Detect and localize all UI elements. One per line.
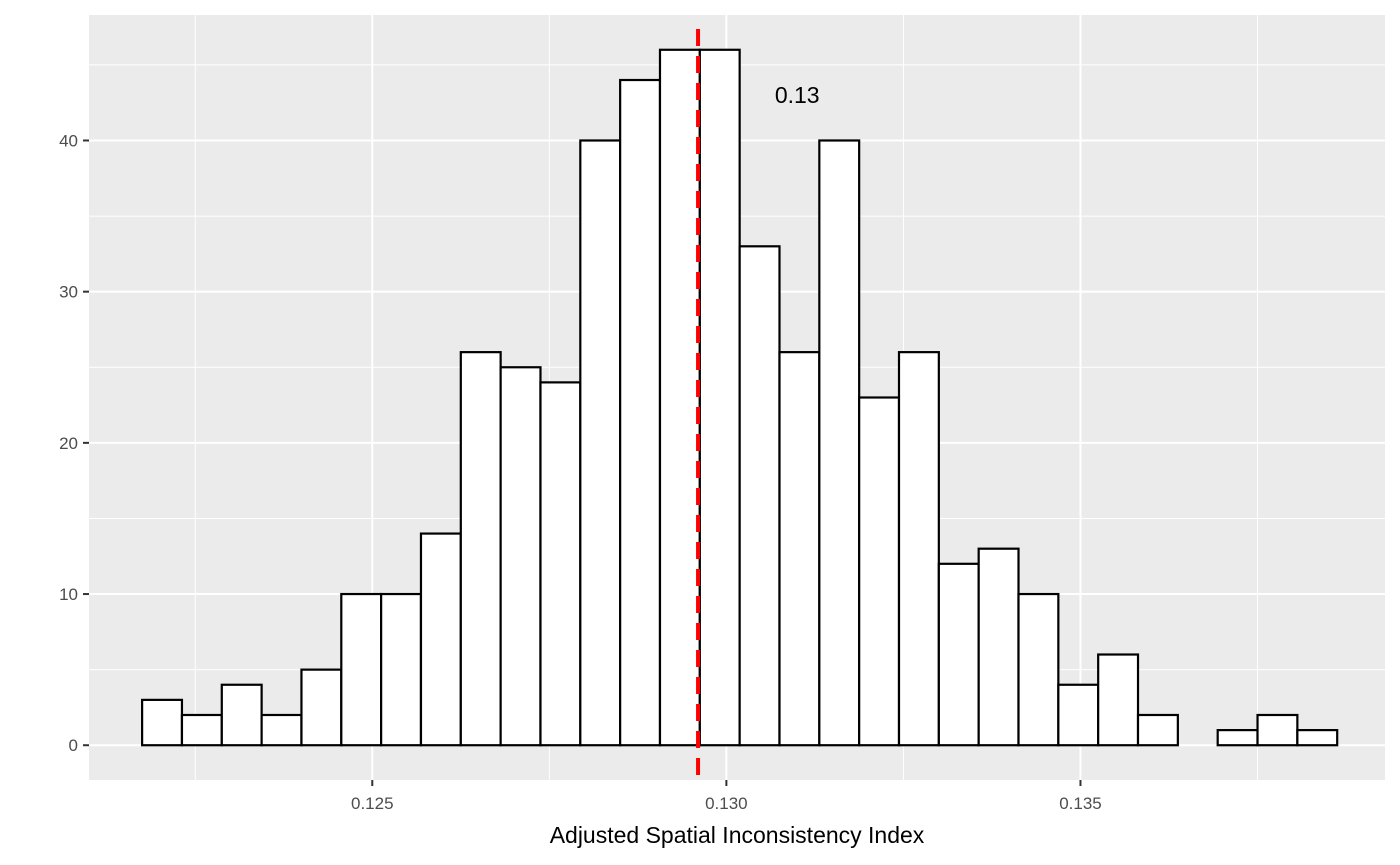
histogram-bar — [1057, 683, 1100, 747]
x-tick-label: 0.130 — [705, 794, 748, 813]
histogram-bar — [1017, 592, 1060, 747]
histogram-bar — [220, 683, 263, 747]
reference-value-label: 0.13 — [775, 82, 820, 108]
histogram-bar — [1256, 713, 1299, 747]
histogram-bar — [141, 698, 184, 747]
histogram-bar — [459, 351, 502, 747]
histogram-bar — [260, 713, 303, 747]
histogram-bar — [778, 351, 821, 747]
histogram-bar — [619, 78, 662, 747]
histogram-bar — [1097, 653, 1140, 747]
histogram-bar — [818, 139, 861, 747]
histogram-bar — [658, 48, 701, 747]
x-tick-label: 0.125 — [351, 794, 394, 813]
y-tick-label: 10 — [59, 585, 78, 604]
histogram-bar — [858, 396, 901, 747]
histogram-bar — [300, 668, 343, 747]
histogram-bar — [579, 139, 622, 747]
histogram-bar — [499, 366, 542, 747]
x-tick-label: 0.135 — [1059, 794, 1102, 813]
histogram-bar — [539, 381, 582, 747]
histogram-bar — [698, 48, 741, 747]
histogram-bar — [180, 713, 223, 747]
x-axis-title: Adjusted Spatial Inconsistency Index — [550, 822, 925, 848]
histogram-bar — [1136, 713, 1179, 747]
histogram-bars — [141, 48, 1339, 747]
y-tick-label: 30 — [59, 283, 78, 302]
y-tick-label: 40 — [59, 131, 78, 150]
histogram-bar — [1296, 729, 1339, 747]
histogram-bar — [419, 532, 462, 747]
histogram-bar — [937, 562, 980, 747]
histogram-bar — [340, 592, 383, 747]
histogram-bar — [977, 547, 1020, 747]
y-axis: 0 10 20 30 40 — [59, 131, 89, 755]
x-axis: 0.125 0.130 0.135 — [351, 780, 1102, 813]
histogram-bar — [897, 351, 940, 747]
histogram-bar — [1216, 729, 1259, 747]
y-tick-label: 20 — [59, 434, 78, 453]
histogram-bar — [738, 245, 781, 747]
histogram-bar — [380, 592, 423, 747]
y-tick-label: 0 — [69, 736, 78, 755]
